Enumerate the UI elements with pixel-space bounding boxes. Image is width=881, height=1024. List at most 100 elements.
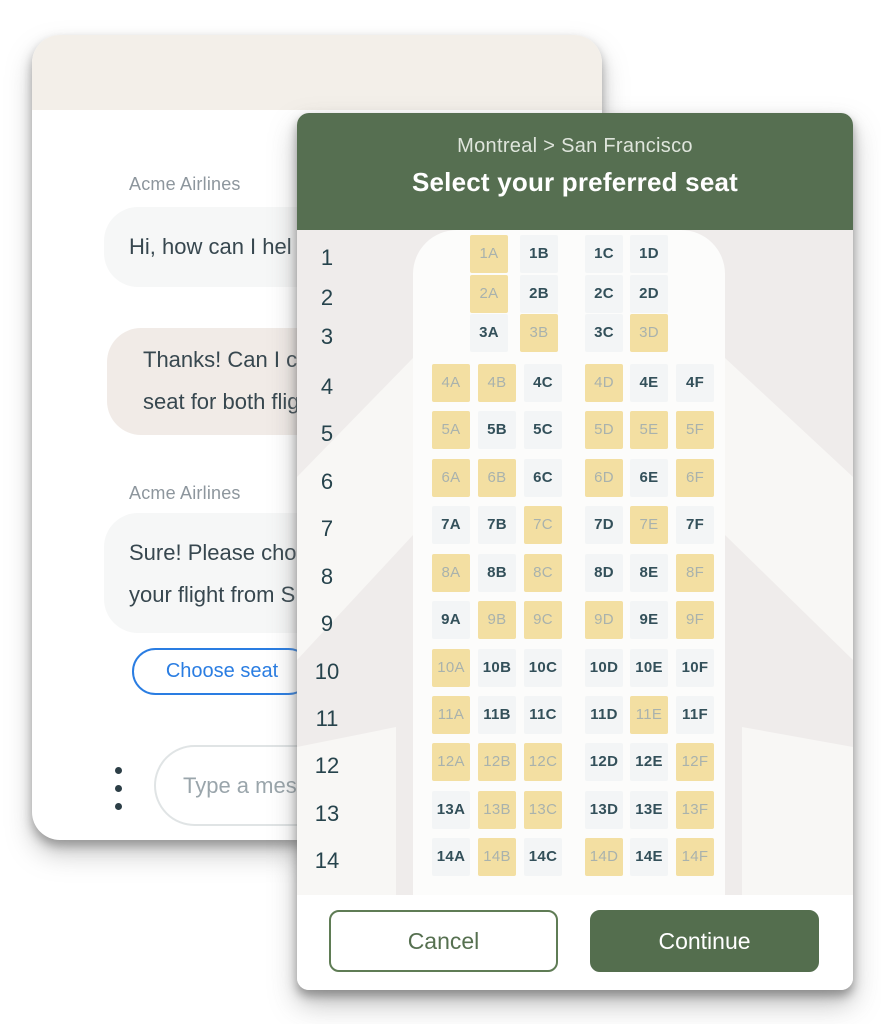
row-number-5: 5	[320, 421, 334, 446]
seat-14C[interactable]: 14C	[524, 838, 562, 876]
seat-9E[interactable]: 9E	[630, 601, 668, 639]
seat-13F[interactable]: 13F	[676, 791, 714, 829]
seat-13A[interactable]: 13A	[432, 791, 470, 829]
seat-6F[interactable]: 6F	[676, 459, 714, 497]
seat-3B[interactable]: 3B	[520, 314, 558, 352]
seat-5C[interactable]: 5C	[524, 411, 562, 449]
seat-9B[interactable]: 9B	[478, 601, 516, 639]
seat-7A[interactable]: 7A	[432, 506, 470, 544]
seat-6D[interactable]: 6D	[585, 459, 623, 497]
seat-9F[interactable]: 9F	[676, 601, 714, 639]
seat-5F[interactable]: 5F	[676, 411, 714, 449]
seat-12B[interactable]: 12B	[478, 743, 516, 781]
row-number-4: 4	[320, 374, 334, 399]
seat-8C[interactable]: 8C	[524, 554, 562, 592]
seat-6E[interactable]: 6E	[630, 459, 668, 497]
message-text: Hi, how can I hel	[129, 234, 292, 259]
seat-5E[interactable]: 5E	[630, 411, 668, 449]
seat-14B[interactable]: 14B	[478, 838, 516, 876]
seat-9D[interactable]: 9D	[585, 601, 623, 639]
seat-12D[interactable]: 12D	[585, 743, 623, 781]
row-number-7: 7	[320, 516, 334, 541]
seat-10F[interactable]: 10F	[676, 649, 714, 687]
choose-seat-button[interactable]: Choose seat	[132, 648, 312, 695]
seat-14F[interactable]: 14F	[676, 838, 714, 876]
row-number-13: 13	[314, 801, 340, 826]
seat-2C[interactable]: 2C	[585, 275, 623, 313]
seat-13C[interactable]: 13C	[524, 791, 562, 829]
seat-4C[interactable]: 4C	[524, 364, 562, 402]
seat-4E[interactable]: 4E	[630, 364, 668, 402]
row-number-1: 1	[320, 245, 334, 270]
seat-13D[interactable]: 13D	[585, 791, 623, 829]
seat-14D[interactable]: 14D	[585, 838, 623, 876]
seat-7F[interactable]: 7F	[676, 506, 714, 544]
modal-header: Montreal > San Francisco Select your pre…	[297, 113, 853, 230]
message-text: Thanks! Can I ch	[143, 347, 310, 372]
seat-14E[interactable]: 14E	[630, 838, 668, 876]
row-number-10: 10	[314, 659, 340, 684]
seat-2A[interactable]: 2A	[470, 275, 508, 313]
seat-map: 1 1A 1B 1C 1D 2 2A 2B 2C 2D 3 3A 3B 3C 3D 4 4A 4B 4C 4D 4E 4F…	[297, 230, 853, 895]
seat-3D[interactable]: 3D	[630, 314, 668, 352]
flight-route: Montreal > San Francisco	[457, 135, 693, 157]
seat-10D[interactable]: 10D	[585, 649, 623, 687]
seat-13B[interactable]: 13B	[478, 791, 516, 829]
seat-3C[interactable]: 3C	[585, 314, 623, 352]
seat-12F[interactable]: 12F	[676, 743, 714, 781]
seat-11B[interactable]: 11B	[478, 696, 516, 734]
row-number-14: 14	[314, 848, 340, 873]
row-number-3: 3	[320, 324, 334, 349]
seat-7B[interactable]: 7B	[478, 506, 516, 544]
seat-14A[interactable]: 14A	[432, 838, 470, 876]
seat-5A[interactable]: 5A	[432, 411, 470, 449]
message-text: your flight from S	[129, 582, 296, 607]
seat-12E[interactable]: 12E	[630, 743, 668, 781]
seat-12A[interactable]: 12A	[432, 743, 470, 781]
seat-4A[interactable]: 4A	[432, 364, 470, 402]
seat-2B[interactable]: 2B	[520, 275, 558, 313]
row-number-11: 11	[315, 706, 339, 731]
seat-selection-modal: Montreal > San Francisco Select your pre…	[297, 113, 853, 990]
chat-header-bar	[32, 35, 602, 110]
seat-8F[interactable]: 8F	[676, 554, 714, 592]
seat-4F[interactable]: 4F	[676, 364, 714, 402]
seat-11D[interactable]: 11D	[585, 696, 623, 734]
seat-7C[interactable]: 7C	[524, 506, 562, 544]
seat-3A[interactable]: 3A	[470, 314, 508, 352]
seat-11E[interactable]: 11E	[630, 696, 668, 734]
seat-6B[interactable]: 6B	[478, 459, 516, 497]
seat-8A[interactable]: 8A	[432, 554, 470, 592]
seat-8B[interactable]: 8B	[478, 554, 516, 592]
seat-11A[interactable]: 11A	[432, 696, 470, 734]
seat-10E[interactable]: 10E	[630, 649, 668, 687]
seat-8E[interactable]: 8E	[630, 554, 668, 592]
seat-7D[interactable]: 7D	[585, 506, 623, 544]
seat-4B[interactable]: 4B	[478, 364, 516, 402]
seat-4D[interactable]: 4D	[585, 364, 623, 402]
seat-2D[interactable]: 2D	[630, 275, 668, 313]
seat-6A[interactable]: 6A	[432, 459, 470, 497]
modal-title: Select your preferred seat	[411, 167, 738, 197]
seat-11F[interactable]: 11F	[676, 696, 714, 734]
seat-10B[interactable]: 10B	[478, 649, 516, 687]
continue-button[interactable]: Continue	[590, 910, 819, 972]
cancel-button[interactable]: Cancel	[329, 910, 558, 972]
seat-1A[interactable]: 1A	[470, 235, 508, 273]
seat-9A[interactable]: 9A	[432, 601, 470, 639]
seat-5B[interactable]: 5B	[478, 411, 516, 449]
seat-10A[interactable]: 10A	[432, 649, 470, 687]
seat-6C[interactable]: 6C	[524, 459, 562, 497]
seat-8D[interactable]: 8D	[585, 554, 623, 592]
seat-1C[interactable]: 1C	[585, 235, 623, 273]
seat-10C[interactable]: 10C	[524, 649, 562, 687]
seat-1D[interactable]: 1D	[630, 235, 668, 273]
seat-5D[interactable]: 5D	[585, 411, 623, 449]
seat-9C[interactable]: 9C	[524, 601, 562, 639]
seat-7E[interactable]: 7E	[630, 506, 668, 544]
seat-12C[interactable]: 12C	[524, 743, 562, 781]
seat-13E[interactable]: 13E	[630, 791, 668, 829]
seat-1B[interactable]: 1B	[520, 235, 558, 273]
seat-11C[interactable]: 11C	[524, 696, 562, 734]
overflow-menu-icon[interactable]	[112, 767, 124, 817]
